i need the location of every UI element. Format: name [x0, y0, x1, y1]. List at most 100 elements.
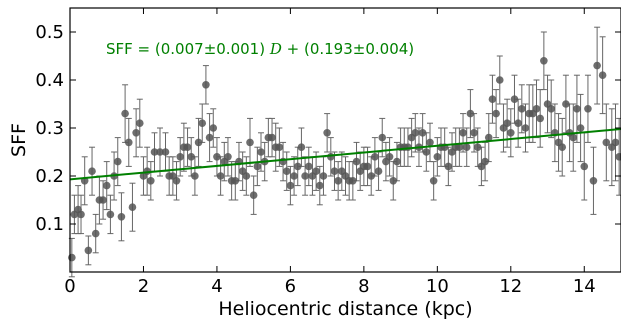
data-point [323, 129, 331, 137]
data-point [510, 95, 519, 103]
data-point [216, 172, 225, 180]
data-point [231, 177, 240, 185]
data-point [257, 148, 265, 156]
data-point [374, 167, 383, 175]
data-point [484, 133, 493, 142]
fit-line [69, 127, 621, 181]
data-point [117, 213, 126, 221]
data-point [459, 129, 467, 137]
data-point [213, 153, 221, 161]
fit-eq-prefix: SFF = (0.007 [106, 40, 204, 58]
x-tick-label: 6 [285, 276, 296, 297]
data-point [540, 57, 548, 65]
data-point [589, 177, 598, 185]
data-point [488, 95, 497, 103]
x-tick-labels: 0 2 4 6 8 10 12 14 [64, 276, 595, 297]
data-point [147, 177, 155, 185]
data-point [426, 138, 434, 147]
data-point [312, 167, 320, 175]
data-point [205, 133, 214, 142]
data-point [573, 105, 581, 113]
data-point [371, 153, 379, 161]
x-tick-label: 8 [358, 276, 369, 297]
data-point [455, 143, 464, 151]
data-point [88, 167, 96, 175]
data-point [593, 61, 601, 70]
x-tick-label: 12 [499, 276, 522, 297]
x-tick-label: 0 [64, 276, 75, 297]
data-point [492, 109, 500, 118]
data-point [466, 109, 475, 118]
data-point [275, 143, 284, 151]
data-point [518, 105, 526, 113]
data-point [293, 162, 302, 171]
data-point [389, 177, 398, 185]
data-point [253, 162, 262, 171]
data-point [198, 119, 207, 127]
data-point [290, 172, 298, 180]
data-point [507, 129, 515, 137]
data-point [444, 162, 453, 171]
fit-eq-var: D [269, 40, 282, 58]
data-point [99, 196, 107, 204]
data-point [536, 114, 544, 123]
x-tick-label: 14 [573, 276, 596, 297]
data-point [433, 153, 442, 161]
axis-ticks [69, 8, 621, 272]
y-tick-label: 0.1 [35, 214, 64, 235]
data-point [422, 148, 431, 156]
data-point [187, 153, 196, 161]
data-point [385, 153, 394, 161]
data-point [429, 177, 438, 185]
data-point [161, 148, 170, 156]
y-axis-label: SFF [8, 123, 30, 157]
data-point [495, 76, 504, 84]
data-point [411, 129, 420, 137]
data-point [121, 109, 129, 118]
data-point [246, 138, 254, 147]
data-point [532, 105, 541, 113]
data-points [68, 57, 621, 262]
data-point [569, 133, 578, 142]
data-point [150, 148, 159, 156]
y-tick-label: 0.4 [35, 70, 64, 91]
data-point [183, 143, 192, 151]
data-point [286, 181, 295, 190]
data-point [319, 172, 328, 180]
plot-frame [69, 7, 621, 273]
data-point [301, 172, 309, 180]
data-point [224, 153, 232, 161]
data-point [209, 124, 218, 132]
data-point [503, 119, 511, 127]
data-point [202, 81, 210, 89]
data-point [330, 167, 339, 175]
data-point [304, 162, 313, 171]
data-point [315, 181, 324, 190]
data-point [470, 129, 478, 137]
data-point [473, 143, 482, 151]
data-point [124, 138, 133, 147]
data-point [91, 229, 100, 238]
fit-eq-end: 0.004) [365, 40, 414, 58]
data-point [77, 210, 85, 219]
data-point [268, 133, 276, 142]
data-point [128, 203, 137, 211]
data-point [135, 119, 144, 127]
fit-eq-pm-1: ± [204, 40, 217, 58]
fit-equation: SFF = (0.007±0.001) D + (0.193±0.004) [106, 40, 414, 58]
data-point [418, 129, 427, 137]
y-tick-label: 0.2 [35, 166, 64, 187]
data-point [172, 177, 181, 185]
data-point [249, 191, 258, 199]
data-point [363, 162, 372, 171]
data-point [481, 157, 489, 166]
x-tick-label: 4 [211, 276, 222, 297]
y-tick-label: 0.5 [35, 22, 64, 43]
data-point [558, 143, 567, 151]
data-point [84, 246, 93, 255]
x-tick-label: 2 [138, 276, 149, 297]
data-point [462, 143, 471, 151]
data-point [68, 253, 76, 262]
fit-eq-mid: 0.001) [216, 40, 270, 58]
y-tick-label: 0.3 [35, 118, 64, 139]
